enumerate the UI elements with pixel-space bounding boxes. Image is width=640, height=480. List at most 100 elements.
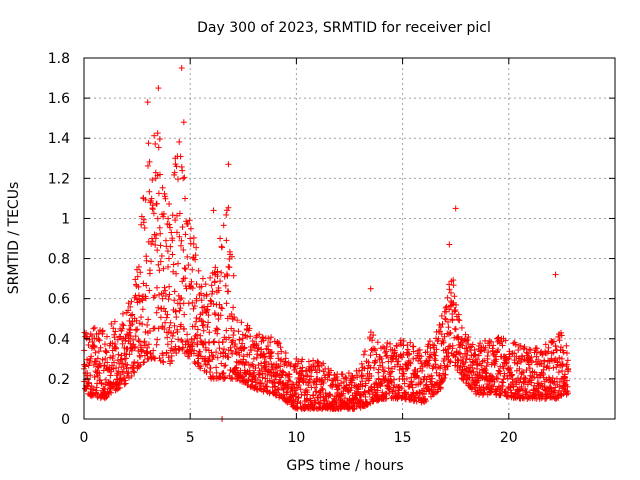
data-point	[144, 321, 151, 328]
data-point	[246, 351, 253, 358]
data-point	[182, 266, 189, 273]
data-point	[211, 279, 218, 286]
data-point	[91, 344, 98, 351]
data-point	[217, 312, 224, 319]
data-point	[154, 336, 161, 343]
data-point	[204, 361, 211, 368]
data-point	[144, 162, 151, 169]
data-point	[273, 390, 280, 397]
data-point	[559, 367, 566, 374]
data-point	[221, 362, 228, 369]
data-point	[192, 252, 199, 259]
data-point-peak	[442, 315, 449, 322]
data-point-peak	[178, 65, 185, 72]
data-point	[150, 325, 157, 332]
data-point	[179, 346, 186, 353]
data-point	[116, 360, 123, 367]
data-point	[132, 333, 139, 340]
data-point	[264, 371, 271, 378]
data-point	[310, 392, 317, 399]
data-point	[223, 300, 230, 307]
data-point	[158, 252, 165, 259]
data-point	[230, 304, 237, 311]
data-point	[159, 352, 166, 359]
data-point	[191, 347, 198, 354]
data-point	[174, 176, 181, 183]
data-point	[361, 348, 368, 355]
data-point	[444, 294, 451, 301]
data-point	[214, 330, 221, 337]
data-point-peak	[552, 271, 559, 278]
data-point	[171, 322, 178, 329]
data-point	[301, 392, 308, 399]
data-point	[212, 264, 219, 271]
data-point	[135, 337, 142, 344]
data-point	[153, 200, 160, 207]
data-point	[170, 261, 177, 268]
data-point	[197, 363, 204, 370]
data-point	[189, 285, 196, 292]
data-point	[265, 368, 272, 375]
data-point	[168, 357, 175, 364]
y-tick-label: 0.8	[48, 252, 70, 268]
data-point	[188, 336, 195, 343]
y-axis-label: SRMTID / TECUs	[6, 182, 22, 295]
data-point	[155, 261, 162, 268]
data-point	[205, 319, 212, 326]
data-point-peak	[165, 255, 172, 262]
data-point-peak	[225, 161, 232, 168]
x-tick-label: 0	[80, 430, 89, 446]
data-point	[426, 338, 433, 345]
data-point	[216, 301, 223, 308]
data-point	[235, 328, 242, 335]
data-point	[455, 316, 462, 323]
data-point	[171, 346, 178, 353]
data-point	[167, 319, 174, 326]
data-point	[564, 357, 571, 364]
data-point	[124, 361, 131, 368]
data-point	[118, 356, 125, 363]
data-point	[239, 340, 246, 347]
data-point	[219, 305, 226, 312]
data-point	[122, 380, 129, 387]
data-point	[180, 246, 187, 253]
data-point	[360, 351, 367, 358]
data-point	[166, 200, 173, 207]
data-point	[213, 364, 220, 371]
data-point	[103, 348, 110, 355]
data-point	[97, 377, 104, 384]
chart-title: Day 300 of 2023, SRMTID for receiver pic…	[197, 20, 491, 36]
data-point	[127, 340, 134, 347]
data-point	[220, 222, 227, 229]
data-point	[149, 176, 156, 183]
data-point	[179, 167, 186, 174]
data-point	[181, 311, 188, 318]
data-point	[285, 377, 292, 384]
data-point	[111, 318, 118, 325]
data-point	[164, 341, 171, 348]
data-point	[313, 388, 320, 395]
data-point	[134, 326, 141, 333]
data-point	[160, 265, 167, 272]
data-point	[171, 288, 178, 295]
data-point	[404, 346, 411, 353]
data-point	[131, 359, 138, 366]
data-point	[207, 297, 214, 304]
data-point	[108, 320, 115, 327]
data-point	[184, 221, 191, 228]
data-point	[174, 260, 181, 267]
data-point	[91, 374, 98, 381]
data-point	[255, 362, 262, 369]
data-point	[197, 332, 204, 339]
data-point	[447, 329, 454, 336]
data-point	[147, 350, 154, 357]
data-point	[162, 293, 169, 300]
x-axis-label: GPS time / hours	[286, 458, 403, 474]
data-point	[261, 354, 268, 361]
data-point	[279, 368, 286, 375]
data-point	[171, 297, 178, 304]
data-point	[138, 213, 145, 220]
data-point	[256, 331, 263, 338]
data-point	[243, 358, 250, 365]
data-point	[178, 321, 185, 328]
